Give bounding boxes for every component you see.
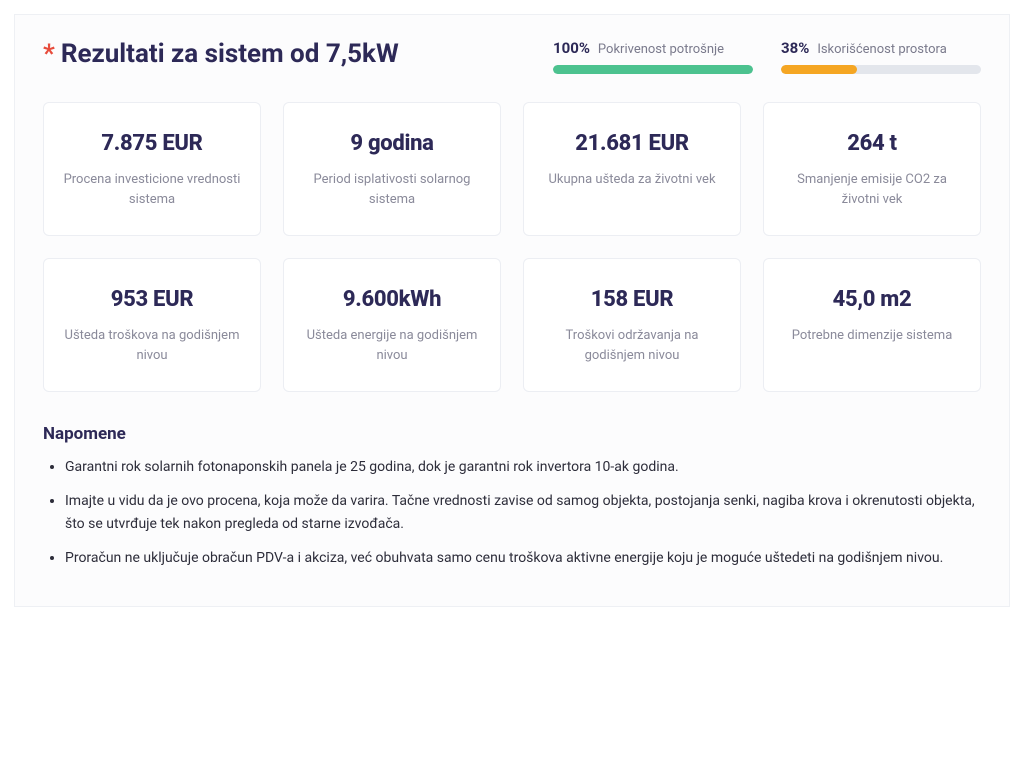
progress-utilization-track xyxy=(781,65,981,74)
stat-card-value: 953 EUR xyxy=(111,287,194,312)
stat-card-value: 45,0 m2 xyxy=(833,287,912,312)
stat-card-label: Potrebne dimenzije sistema xyxy=(792,326,953,346)
stat-card-label: Ukupna ušteda za životni vek xyxy=(548,170,715,190)
stat-card: 21.681 EUR Ukupna ušteda za životni vek xyxy=(523,102,741,236)
progress-coverage-percent: 100% xyxy=(553,39,590,57)
stat-card: 953 EUR Ušteda troškova na godišnjem nivo… xyxy=(43,258,261,392)
progress-utilization-label: Iskorišćenost prostora xyxy=(817,42,946,57)
stat-card: 7.875 EUR Procena investicione vrednosti … xyxy=(43,102,261,236)
stat-card: 9 godina Period isplativosti solarnog sis… xyxy=(283,102,501,236)
stat-card: 45,0 m2 Potrebne dimenzije sistema xyxy=(763,258,981,392)
stat-card-label: Troškovi održavanja na godišnjem nivou xyxy=(542,326,722,365)
stat-card-value: 21.681 EUR xyxy=(575,131,689,156)
stat-card-value: 9 godina xyxy=(350,131,433,156)
progress-utilization-fill xyxy=(781,65,857,74)
stat-card-value: 264 t xyxy=(847,131,897,156)
progress-coverage: 100% Pokrivenost potrošnje xyxy=(553,39,753,74)
progress-coverage-track xyxy=(553,65,753,74)
stat-card-label: Ušteda troškova na godišnjem nivou xyxy=(62,326,242,365)
title-wrap: * Rezultati za sistem od 7,5kW xyxy=(43,39,399,69)
notes-list: Garantni rok solarnih fotonaponskih pane… xyxy=(43,456,981,570)
stat-card: 158 EUR Troškovi održavanja na godišnjem … xyxy=(523,258,741,392)
note-item: Imajte u vidu da je ovo procena, koja mo… xyxy=(65,490,981,535)
progress-utilization: 38% Iskorišćenost prostora xyxy=(781,39,981,74)
stat-card-label: Smanjenje emisije CO2 za životni vek xyxy=(782,170,962,209)
note-item: Proračun ne uključuje obračun PDV-a i ak… xyxy=(65,547,981,569)
stat-card-label: Ušteda energije na godišnjem nivou xyxy=(302,326,482,365)
progress-group: 100% Pokrivenost potrošnje 38% Iskorišće… xyxy=(553,39,981,74)
notes-title: Napomene xyxy=(43,424,981,444)
stat-card-label: Procena investicione vrednosti sistema xyxy=(62,170,242,209)
progress-utilization-percent: 38% xyxy=(781,39,809,57)
stat-card-label: Period isplativosti solarnog sistema xyxy=(302,170,482,209)
required-asterisk: * xyxy=(43,41,55,67)
stat-card: 9.600kWh Ušteda energije na godišnjem niv… xyxy=(283,258,501,392)
note-item: Garantni rok solarnih fotonaponskih pane… xyxy=(65,456,981,478)
progress-coverage-label: Pokrivenost potrošnje xyxy=(598,42,724,57)
results-panel: * Rezultati za sistem od 7,5kW 100% Pokr… xyxy=(14,14,1010,607)
header: * Rezultati za sistem od 7,5kW 100% Pokr… xyxy=(43,39,981,74)
stat-card-value: 158 EUR xyxy=(591,287,674,312)
page-title: Rezultati za sistem od 7,5kW xyxy=(61,39,399,69)
stat-card-value: 7.875 EUR xyxy=(101,131,202,156)
stat-card: 264 t Smanjenje emisije CO2 za životni ve… xyxy=(763,102,981,236)
progress-coverage-fill xyxy=(553,65,753,74)
cards-grid: 7.875 EUR Procena investicione vrednosti … xyxy=(43,102,981,392)
stat-card-value: 9.600kWh xyxy=(343,287,441,312)
